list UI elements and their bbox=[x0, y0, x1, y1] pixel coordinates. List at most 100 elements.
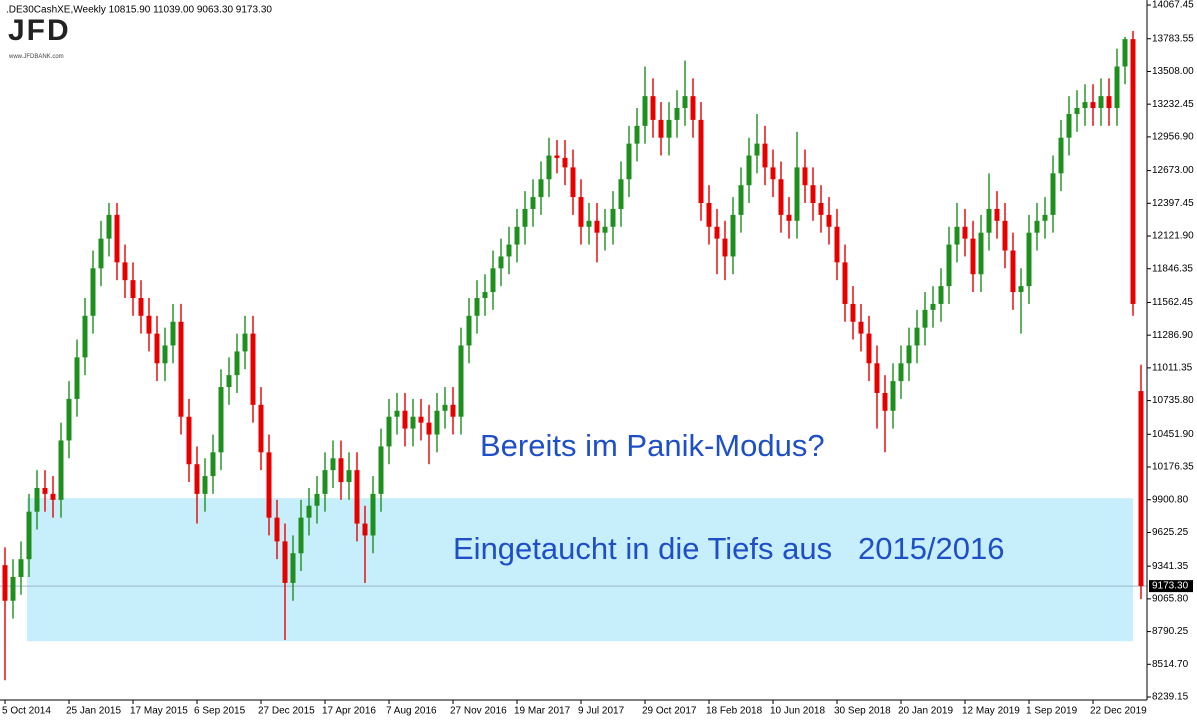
candle-body bbox=[842, 262, 848, 304]
candle-body bbox=[474, 297, 480, 316]
candle-body bbox=[618, 179, 624, 209]
candle-body bbox=[18, 559, 24, 577]
candle-body bbox=[98, 238, 104, 269]
candle-body bbox=[978, 232, 984, 275]
candle-body bbox=[578, 197, 584, 227]
candle-body bbox=[1138, 391, 1144, 587]
candle-body bbox=[178, 321, 184, 417]
candle-body bbox=[42, 487, 48, 494]
candle-body bbox=[1098, 96, 1104, 109]
y-tick-label: 11286.90 bbox=[1152, 330, 1193, 341]
zone-layer bbox=[0, 498, 1147, 642]
candle-body bbox=[362, 523, 368, 536]
candle-body bbox=[498, 256, 504, 269]
x-tick-label: 9 Jul 2017 bbox=[578, 706, 625, 717]
candle-body bbox=[122, 262, 128, 281]
y-tick-label: 12397.45 bbox=[1152, 198, 1194, 209]
candle-body bbox=[1010, 250, 1016, 293]
candle-body bbox=[234, 351, 240, 376]
x-tick-label: 5 Oct 2014 bbox=[2, 706, 51, 717]
candle-body bbox=[1002, 220, 1008, 251]
candle-body bbox=[682, 96, 688, 109]
candle-body bbox=[666, 119, 672, 138]
candle-body bbox=[194, 464, 200, 494]
candle-body bbox=[370, 493, 376, 536]
candle-body bbox=[314, 493, 320, 506]
x-tick-label: 7 Aug 2016 bbox=[386, 706, 437, 717]
candle-body bbox=[658, 119, 664, 138]
candle-body bbox=[906, 345, 912, 364]
y-tick-label: 9065.80 bbox=[1152, 594, 1189, 605]
candle-body bbox=[690, 96, 696, 120]
y-tick-label: 11011.35 bbox=[1152, 363, 1193, 374]
candle-body bbox=[114, 214, 120, 263]
candle-body bbox=[730, 214, 736, 257]
candle-body bbox=[962, 226, 968, 239]
x-tick-label: 30 Sep 2018 bbox=[834, 706, 891, 717]
candle-body bbox=[66, 398, 72, 441]
candle-body bbox=[746, 155, 752, 186]
logo-sub: www.JFDBANK.com bbox=[8, 54, 64, 60]
candle-body bbox=[378, 446, 384, 494]
candle-body bbox=[970, 238, 976, 275]
candle-body bbox=[610, 208, 616, 227]
candle-body bbox=[594, 220, 600, 233]
candle-body bbox=[130, 280, 136, 298]
candle-body bbox=[106, 214, 112, 239]
candle-body bbox=[394, 410, 400, 417]
candle-body bbox=[986, 208, 992, 233]
x-tick-label: 18 Feb 2018 bbox=[706, 706, 763, 717]
y-tick-label: 10451.90 bbox=[1152, 429, 1194, 440]
candle-body bbox=[2, 565, 8, 601]
candle-body bbox=[538, 179, 544, 198]
x-tick-label: 6 Sep 2015 bbox=[194, 706, 246, 717]
y-tick-label: 11846.35 bbox=[1152, 263, 1193, 274]
candle-body bbox=[210, 452, 216, 477]
y-tick-label: 9900.80 bbox=[1152, 494, 1189, 505]
candle-body bbox=[914, 327, 920, 346]
y-tick-label: 12121.90 bbox=[1152, 231, 1194, 242]
candle-body bbox=[1034, 220, 1040, 233]
candle-body bbox=[26, 511, 32, 560]
candle-body bbox=[186, 416, 192, 465]
x-tick-label: 27 Nov 2016 bbox=[450, 706, 507, 717]
candle-body bbox=[642, 96, 648, 126]
candle-body bbox=[898, 363, 904, 382]
candle-body bbox=[306, 505, 312, 518]
candle-body bbox=[634, 125, 640, 144]
candle-body bbox=[1082, 102, 1088, 109]
candle-body bbox=[58, 440, 64, 500]
candle-body bbox=[698, 119, 704, 204]
candle-body bbox=[1122, 39, 1128, 67]
y-tick-label: 10176.35 bbox=[1152, 462, 1194, 473]
y-tick-label: 11562.45 bbox=[1152, 297, 1193, 308]
candle-body bbox=[1066, 113, 1072, 138]
candle-body bbox=[770, 167, 776, 180]
x-tick-label: 10 Jun 2018 bbox=[770, 706, 825, 717]
candle-body bbox=[954, 226, 960, 245]
candle-body bbox=[90, 268, 96, 316]
candle-body bbox=[282, 541, 288, 583]
candle-body bbox=[154, 333, 160, 364]
candle-body bbox=[802, 167, 808, 186]
candle-body bbox=[570, 167, 576, 198]
x-tick-label: 20 Jan 2019 bbox=[898, 706, 953, 717]
candle-body bbox=[298, 517, 304, 554]
candle-body bbox=[818, 203, 824, 215]
candle-body bbox=[994, 208, 1000, 221]
candle-body bbox=[346, 470, 352, 483]
candle-body bbox=[258, 404, 264, 453]
candle-body bbox=[354, 470, 360, 524]
candle-body bbox=[922, 309, 928, 328]
candle-body bbox=[706, 203, 712, 227]
candle-body bbox=[674, 108, 680, 120]
candle-body bbox=[338, 458, 344, 483]
candle-body bbox=[850, 303, 856, 322]
candle-body bbox=[930, 303, 936, 310]
candle-body bbox=[890, 381, 896, 411]
candle-body bbox=[714, 226, 720, 239]
candle-body bbox=[1058, 137, 1064, 174]
x-tick-label: 17 Apr 2016 bbox=[322, 706, 376, 717]
candle-body bbox=[1130, 39, 1136, 304]
